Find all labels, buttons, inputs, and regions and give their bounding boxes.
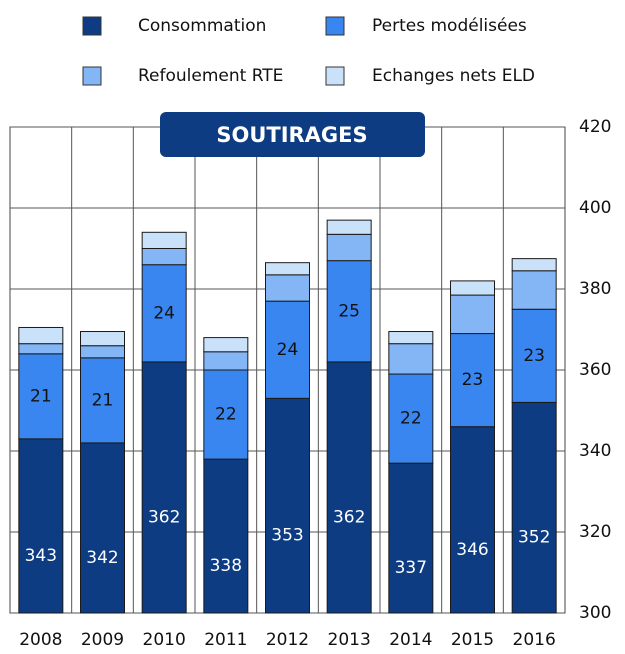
x-tick-label: 2011 [204, 630, 247, 650]
data-label: 23 [523, 346, 545, 366]
bar-segment [450, 294, 495, 335]
legend-swatch [82, 66, 102, 86]
bar-segment [203, 337, 249, 353]
bar-segment [18, 438, 64, 614]
y-tick-label: 320 [579, 522, 611, 542]
bar-segment [80, 331, 125, 347]
data-label: 338 [210, 556, 242, 576]
bar-segment [80, 345, 125, 359]
bar-segment [450, 333, 495, 428]
legend-label: Refoulement RTE [138, 66, 283, 86]
data-label: 23 [462, 370, 484, 390]
bar-segment [18, 353, 64, 440]
y-tick-label: 420 [579, 117, 611, 137]
bar-segment [326, 219, 372, 235]
x-tick-label: 2012 [266, 630, 309, 650]
bar-segment [450, 280, 495, 296]
bar-segment [18, 326, 64, 345]
data-label: 346 [456, 540, 488, 560]
data-label: 337 [395, 558, 427, 578]
x-tick-label: 2010 [143, 630, 186, 650]
data-label: 343 [25, 546, 57, 566]
marks: 300 320 340 360 380 400 420 Consommation Pertes … [10, 16, 611, 650]
y-tick-label: 400 [579, 198, 611, 218]
bar-segment [265, 397, 310, 614]
data-label: 352 [518, 528, 550, 548]
bar-segment [141, 231, 187, 250]
bar-segment [203, 369, 249, 460]
legend-swatch [82, 16, 102, 36]
bar-segment [80, 357, 125, 444]
data-label: 342 [86, 548, 118, 568]
y-tick-label: 300 [579, 603, 611, 623]
bar-segment [326, 260, 372, 363]
bar-segment [450, 426, 495, 614]
bar-segment [18, 343, 64, 355]
bar-segment [511, 308, 557, 403]
y-tick-label: 360 [579, 360, 611, 380]
bar-segment [388, 373, 434, 464]
bar-segment [141, 248, 187, 266]
x-tick-label: 2008 [19, 630, 62, 650]
x-tick-label: 2015 [451, 630, 494, 650]
bar-segment [326, 233, 372, 262]
x-tick-label: 2013 [328, 630, 371, 650]
bar-segment [265, 262, 310, 276]
bar-segment [511, 258, 557, 272]
legend-swatch [325, 16, 345, 36]
data-label: 21 [92, 390, 114, 410]
title-box [160, 112, 425, 157]
legend-label: Pertes modélisées [372, 16, 527, 36]
bar-segment [80, 442, 125, 614]
x-tick-label: 2009 [81, 630, 124, 650]
data-label: 25 [338, 301, 360, 321]
data-label: 24 [153, 303, 175, 323]
legend-label: Echanges nets ELD [372, 66, 535, 86]
y-tick-label: 340 [579, 441, 611, 461]
data-label: 24 [277, 340, 299, 360]
x-tick-label: 2014 [389, 630, 432, 650]
bar-segment [141, 361, 187, 614]
data-label: 22 [400, 409, 422, 429]
data-label: 362 [148, 507, 180, 527]
bar-segment [265, 274, 310, 302]
bar-segment [388, 343, 434, 375]
x-tick-label: 2016 [513, 630, 556, 650]
data-label: 22 [215, 405, 237, 425]
data-label: 362 [333, 507, 365, 527]
bar-segment [511, 401, 557, 614]
bar-segment [203, 351, 249, 371]
bar-segment [141, 264, 187, 363]
bar-segment [511, 270, 557, 310]
bar-segment [388, 331, 434, 345]
bar-segment [326, 361, 372, 614]
y-tick-label: 380 [579, 279, 611, 299]
chart-title: SOUTIRAGES [216, 123, 367, 147]
bar-segment [203, 458, 249, 614]
data-label: 353 [271, 526, 303, 546]
bar-segment [388, 462, 434, 614]
legend-label: Consommation [138, 16, 266, 36]
data-label: 21 [30, 386, 52, 406]
legend-swatch [325, 66, 345, 86]
